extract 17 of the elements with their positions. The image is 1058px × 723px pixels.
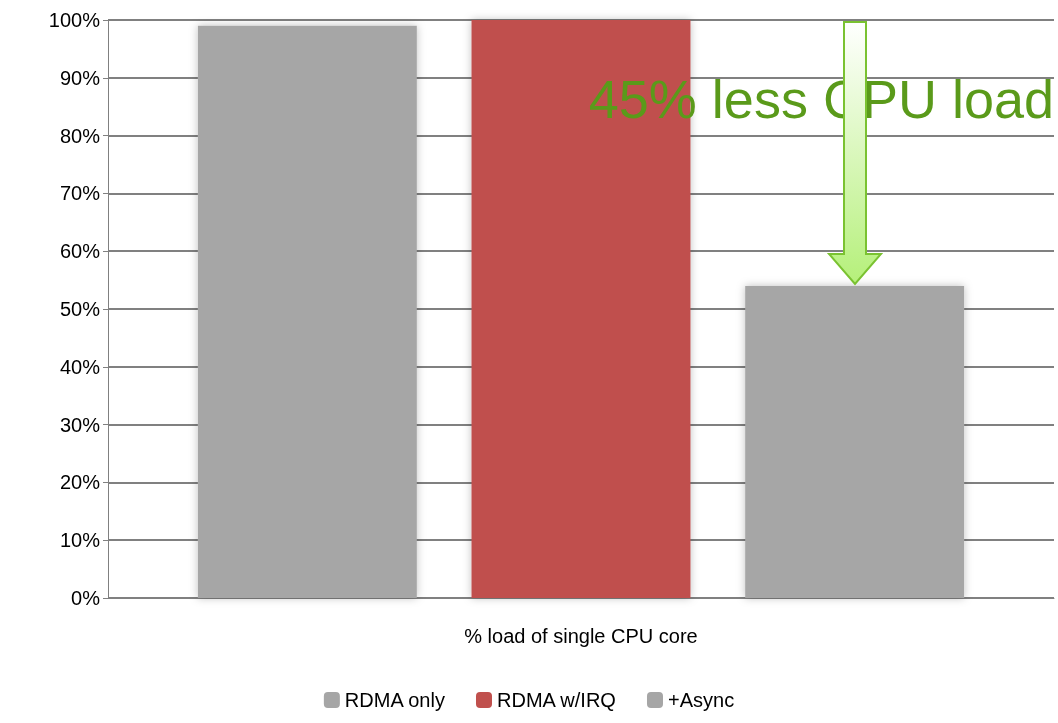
- y-tick-label: 90%: [59, 66, 101, 89]
- y-tick-label: 10%: [59, 529, 101, 552]
- y-tick-label: 70%: [59, 182, 101, 205]
- legend-label: RDMA w/IRQ: [497, 689, 616, 711]
- x-tick-label: % load of single CPU core: [464, 625, 698, 647]
- y-tick-label: 80%: [59, 124, 101, 147]
- y-tick-label: 50%: [59, 298, 101, 320]
- y-tick-label: 0%: [71, 587, 101, 609]
- y-tick-label: 20%: [59, 471, 101, 494]
- y-tick-label: 30%: [59, 413, 101, 436]
- y-tick-label: 40%: [59, 355, 101, 378]
- bar: [745, 285, 965, 598]
- bar: [197, 25, 417, 598]
- legend-label: RDMA only: [344, 689, 445, 711]
- y-tick-label: 60%: [59, 240, 101, 263]
- legend-label: +Async: [668, 689, 735, 711]
- y-tick-label: 100%: [48, 9, 101, 31]
